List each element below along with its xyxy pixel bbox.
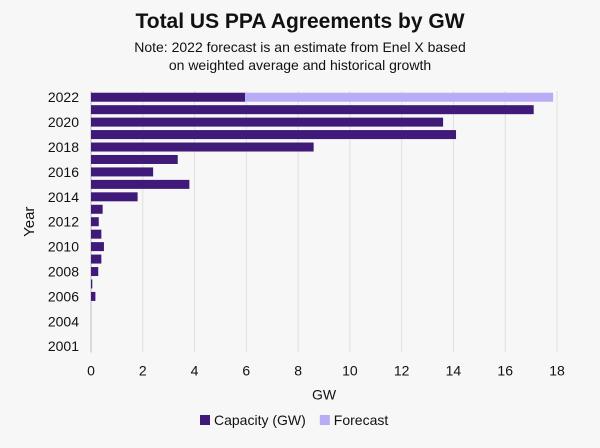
y-tick-label: 2008 bbox=[48, 264, 79, 280]
legend-swatch bbox=[319, 415, 330, 425]
x-tick-label: 10 bbox=[342, 362, 358, 378]
y-tick-label: 2004 bbox=[48, 313, 79, 329]
legend-label: Capacity (GW) bbox=[214, 412, 306, 428]
bar-capacity-gw--2013 bbox=[91, 204, 103, 214]
y-tick-label: 2010 bbox=[48, 239, 79, 255]
y-tick-label: 2018 bbox=[48, 139, 79, 155]
x-tick-label: 12 bbox=[394, 362, 410, 378]
x-tick-label: 4 bbox=[191, 362, 199, 378]
x-tick-label: 0 bbox=[87, 362, 95, 378]
bar-capacity-gw--2022 bbox=[91, 92, 246, 102]
x-tick-label: 8 bbox=[294, 362, 302, 378]
bar-capacity-gw--2008 bbox=[91, 267, 99, 277]
x-axis-label: GW bbox=[312, 386, 337, 402]
bar-capacity-gw--2009 bbox=[91, 254, 102, 264]
bar-capacity-gw--2012 bbox=[91, 217, 99, 227]
bar-capacity-gw--2019 bbox=[91, 130, 457, 140]
subtitle-line-1: Note: 2022 forecast is an estimate from … bbox=[134, 39, 466, 55]
x-tick-label: 6 bbox=[242, 362, 250, 378]
y-tick-label: 2022 bbox=[48, 89, 79, 105]
y-tick-label: 2001 bbox=[48, 338, 79, 354]
bar-capacity-gw--2007 bbox=[91, 279, 93, 289]
x-tick-label: 2 bbox=[139, 362, 147, 378]
bar-forecast-2022 bbox=[245, 92, 554, 102]
y-tick-label: 2006 bbox=[48, 288, 79, 304]
chart-subtitle: Note: 2022 forecast is an estimate from … bbox=[0, 38, 600, 74]
y-axis-label: Year bbox=[21, 207, 38, 237]
legend-label: Forecast bbox=[334, 412, 389, 428]
bar-capacity-gw--2016 bbox=[91, 167, 154, 177]
bar-capacity-gw--2018 bbox=[91, 142, 314, 152]
bar-capacity-gw--2010 bbox=[91, 242, 104, 252]
y-tick-label: 2014 bbox=[48, 189, 79, 205]
bar-capacity-gw--2017 bbox=[91, 154, 178, 164]
legend-swatch bbox=[200, 415, 210, 425]
y-tick-label: 2012 bbox=[48, 214, 79, 230]
chart-title: Total US PPA Agreements by GW bbox=[135, 10, 465, 33]
x-tick-label: 14 bbox=[446, 362, 462, 378]
bar-capacity-gw--2006 bbox=[91, 291, 96, 301]
x-tick-label: 16 bbox=[497, 362, 513, 378]
y-tick-label: 2020 bbox=[48, 114, 79, 130]
bar-capacity-gw--2021 bbox=[91, 105, 534, 115]
x-tick-label: 18 bbox=[549, 362, 565, 378]
bar-capacity-gw--2014 bbox=[91, 192, 138, 202]
bar-capacity-gw--2020 bbox=[91, 117, 444, 127]
subtitle-line-2: on weighted average and historical growt… bbox=[168, 57, 432, 73]
y-tick-label: 2016 bbox=[48, 164, 79, 180]
bar-capacity-gw--2015 bbox=[91, 179, 190, 189]
bar-capacity-gw--2011 bbox=[91, 229, 102, 239]
